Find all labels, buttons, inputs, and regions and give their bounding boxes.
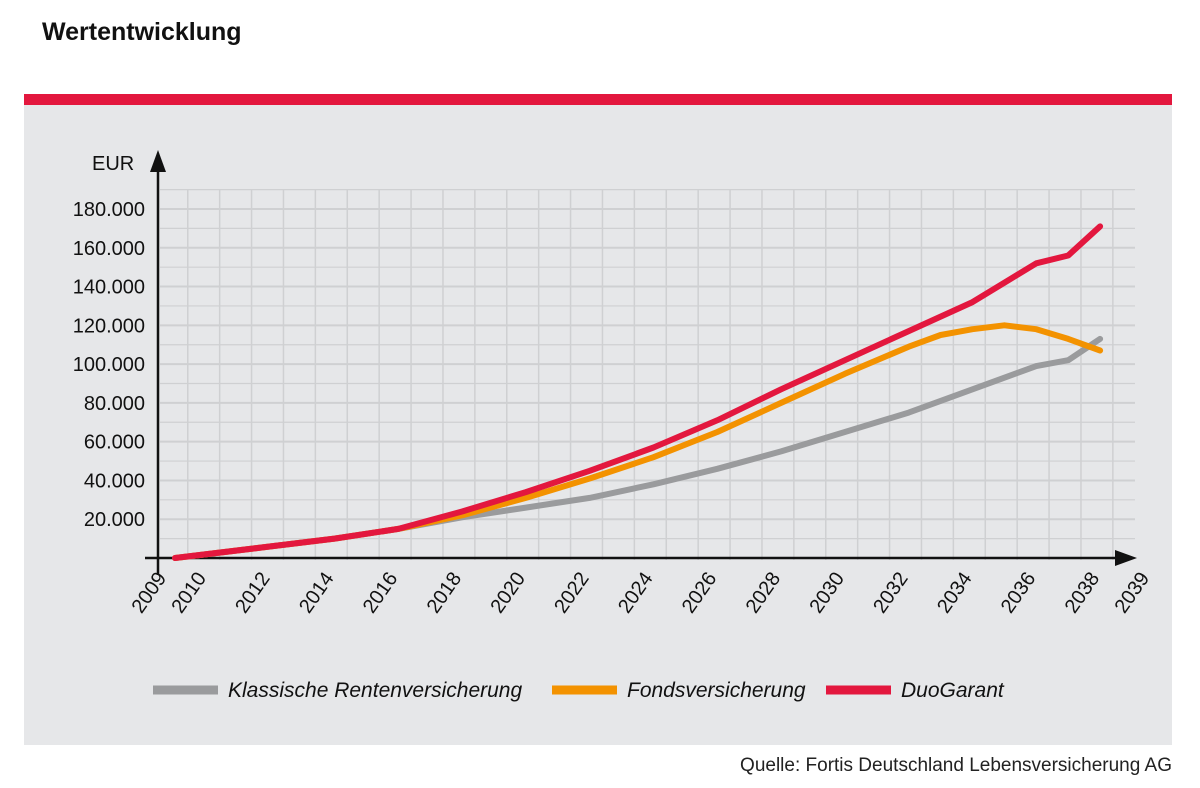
x-tick-label: 2018 bbox=[423, 568, 467, 617]
y-tick-label: 120.000 bbox=[73, 315, 145, 337]
red-header-bar bbox=[24, 94, 1172, 105]
chart-panel bbox=[24, 105, 1172, 745]
legend-label: DuoGarant bbox=[901, 679, 1005, 702]
y-tick-label: 160.000 bbox=[73, 238, 145, 260]
x-tick-label: 2038 bbox=[1061, 568, 1105, 617]
x-axis-arrow-icon bbox=[1115, 550, 1137, 566]
y-tick-label: 180.000 bbox=[73, 199, 145, 221]
source-note: Quelle: Fortis Deutschland Lebensversich… bbox=[740, 755, 1172, 776]
x-tick-label: 2012 bbox=[231, 568, 275, 617]
x-tick-label: 2020 bbox=[486, 568, 530, 617]
x-tick-label: 2034 bbox=[933, 568, 977, 617]
y-tick-label: 100.000 bbox=[73, 354, 145, 376]
x-tick-label: 2032 bbox=[869, 568, 913, 617]
y-tick-label: 20.000 bbox=[84, 509, 145, 531]
x-tick-label: 2024 bbox=[614, 568, 658, 617]
series-line-klassische-rentenversicherung bbox=[172, 335, 1104, 561]
y-tick-label: 80.000 bbox=[84, 393, 145, 415]
x-tick-label: 2028 bbox=[742, 568, 786, 617]
y-axis-label: EUR bbox=[92, 153, 134, 175]
x-tick-label: 2016 bbox=[359, 568, 403, 617]
y-tick-label: 140.000 bbox=[73, 277, 145, 299]
x-tick-label: 2022 bbox=[550, 568, 594, 617]
x-tick-label: 2039 bbox=[1111, 568, 1155, 617]
x-tick-label: 2030 bbox=[805, 568, 849, 617]
x-tick-label: 2014 bbox=[295, 568, 339, 617]
x-tick-label: 2010 bbox=[167, 568, 211, 617]
y-tick-label: 60.000 bbox=[84, 432, 145, 454]
x-tick-label: 2009 bbox=[128, 568, 172, 617]
legend-label: Fondsversicherung bbox=[627, 679, 806, 702]
series-line-duogarant bbox=[172, 223, 1104, 561]
x-tick-label: 2026 bbox=[678, 568, 722, 617]
x-tick-label: 2036 bbox=[997, 568, 1041, 617]
y-axis-arrow-icon bbox=[150, 150, 166, 172]
legend-label: Klassische Rentenversicherung bbox=[228, 679, 522, 702]
page-title: Wertentwicklung bbox=[42, 18, 242, 46]
y-tick-label: 40.000 bbox=[84, 470, 145, 492]
